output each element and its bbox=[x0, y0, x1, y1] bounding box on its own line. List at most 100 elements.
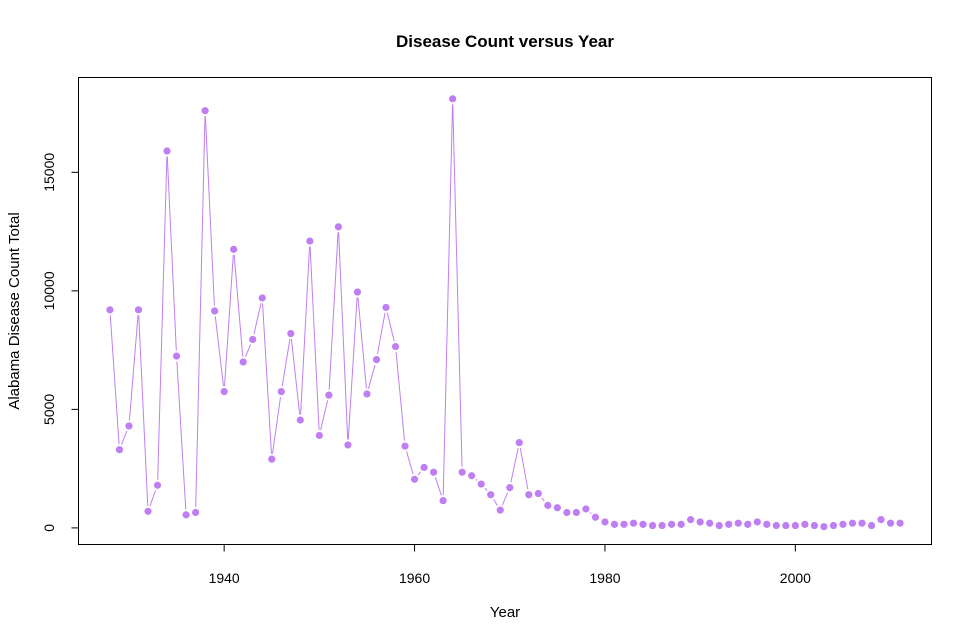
x-axis-label: Year bbox=[490, 604, 520, 621]
series-segment bbox=[510, 447, 519, 483]
data-point bbox=[296, 416, 304, 424]
data-point bbox=[306, 237, 314, 245]
data-point bbox=[639, 520, 647, 528]
series-segment bbox=[214, 316, 225, 387]
data-point bbox=[848, 519, 857, 527]
data-point bbox=[753, 518, 761, 526]
series-segment bbox=[357, 297, 367, 389]
series-segment bbox=[395, 351, 406, 441]
data-point bbox=[172, 352, 181, 360]
data-point bbox=[477, 480, 485, 488]
data-point bbox=[687, 516, 695, 524]
series-segment bbox=[501, 492, 509, 506]
series-segment bbox=[204, 116, 215, 306]
series-segment bbox=[262, 303, 272, 454]
data-point bbox=[896, 519, 904, 527]
series-segment bbox=[195, 116, 206, 508]
data-point bbox=[258, 294, 266, 302]
series-segment bbox=[434, 477, 442, 496]
data-point bbox=[134, 306, 143, 314]
y-axis-label: Alabama Disease Count Total bbox=[6, 212, 23, 409]
series-segment bbox=[328, 232, 339, 390]
chart-title: Disease Count versus Year bbox=[396, 32, 614, 51]
data-point bbox=[782, 521, 790, 530]
data-point bbox=[744, 520, 752, 528]
data-point bbox=[420, 463, 428, 472]
data-point bbox=[696, 518, 704, 526]
data-point bbox=[772, 521, 780, 530]
data-point bbox=[487, 491, 495, 499]
data-point bbox=[429, 468, 438, 476]
series-segment bbox=[386, 312, 395, 342]
data-point bbox=[401, 442, 409, 450]
series-segment bbox=[484, 487, 488, 491]
data-point bbox=[763, 520, 771, 528]
data-point bbox=[601, 518, 609, 526]
data-point bbox=[201, 107, 209, 115]
series-segment bbox=[157, 156, 168, 480]
data-point bbox=[563, 508, 571, 517]
series-segment bbox=[475, 478, 478, 481]
data-point bbox=[315, 431, 323, 440]
data-point bbox=[334, 223, 342, 231]
data-point bbox=[515, 438, 523, 447]
data-point bbox=[725, 520, 733, 528]
data-point bbox=[325, 391, 333, 399]
data-point bbox=[106, 306, 114, 314]
series-segment bbox=[176, 361, 187, 510]
data-point bbox=[268, 455, 276, 463]
data-point bbox=[410, 475, 419, 483]
series-segment bbox=[320, 400, 329, 431]
data-point bbox=[886, 519, 895, 527]
series-segment bbox=[224, 254, 234, 387]
data-point bbox=[610, 520, 619, 528]
data-point bbox=[249, 335, 257, 344]
data-point bbox=[344, 441, 352, 449]
data-point bbox=[449, 95, 457, 103]
data-point bbox=[125, 422, 133, 430]
data-point bbox=[382, 303, 390, 312]
series-segment bbox=[541, 497, 545, 502]
data-point bbox=[572, 508, 581, 517]
series-segment bbox=[300, 246, 311, 415]
data-point bbox=[715, 521, 723, 530]
data-point bbox=[353, 288, 362, 296]
y-axis: 0 5000 10000 15000 bbox=[41, 153, 79, 532]
series-segment bbox=[452, 104, 463, 467]
series-segment bbox=[138, 315, 149, 506]
data-point bbox=[191, 508, 200, 517]
data-point bbox=[820, 523, 828, 531]
data-point bbox=[877, 516, 885, 524]
data-point bbox=[372, 355, 381, 364]
series-segment bbox=[338, 232, 349, 440]
data-point bbox=[287, 329, 295, 338]
series-segment bbox=[233, 254, 244, 357]
data-point bbox=[220, 387, 228, 396]
data-point bbox=[496, 506, 504, 514]
x-axis: 1940 1960 1980 2000 bbox=[209, 544, 811, 586]
y-tick-label: 10000 bbox=[41, 271, 57, 310]
data-point bbox=[734, 519, 742, 527]
series-segment bbox=[493, 499, 498, 506]
data-point bbox=[791, 521, 799, 530]
data-point bbox=[153, 481, 162, 489]
data-point bbox=[363, 390, 371, 398]
series-segment bbox=[406, 451, 414, 475]
data-point bbox=[525, 491, 533, 499]
data-point bbox=[867, 521, 876, 530]
data-point bbox=[182, 511, 190, 519]
series-segment bbox=[244, 344, 252, 358]
y-tick-label: 0 bbox=[41, 524, 57, 532]
data-point bbox=[534, 489, 542, 498]
series-layer bbox=[106, 95, 904, 531]
series-segment bbox=[121, 430, 128, 445]
data-point bbox=[468, 472, 476, 480]
x-tick-label: 2000 bbox=[780, 570, 811, 586]
series-segment bbox=[309, 246, 320, 430]
series-segment bbox=[128, 315, 139, 421]
y-tick-label: 15000 bbox=[41, 153, 57, 192]
data-point bbox=[144, 507, 152, 515]
series-segment bbox=[281, 338, 291, 387]
